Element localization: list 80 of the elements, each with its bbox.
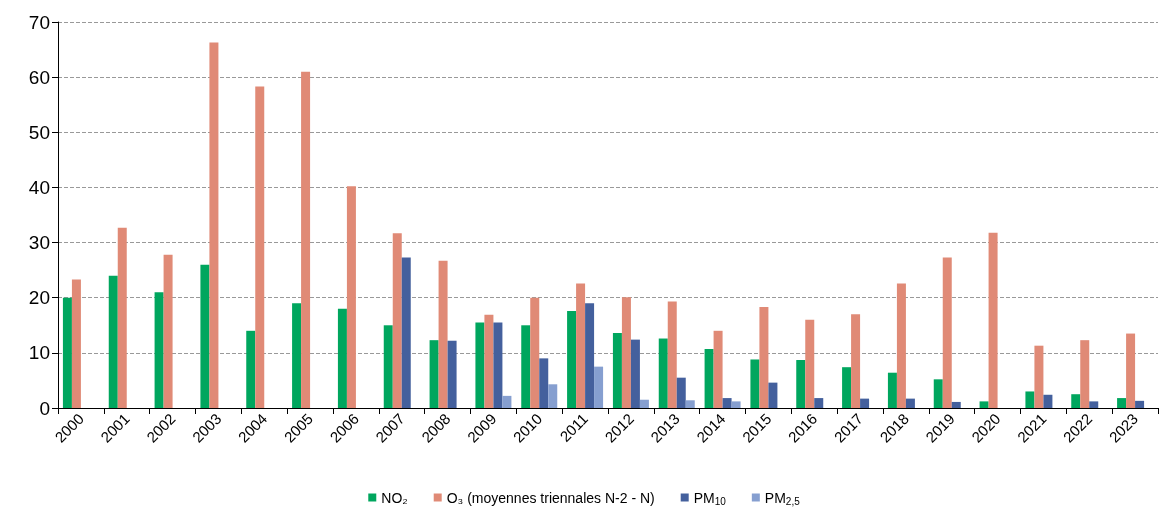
bar	[851, 314, 861, 408]
bar	[887, 372, 897, 408]
bar	[1126, 333, 1136, 408]
bar	[530, 297, 540, 408]
bar	[713, 330, 723, 408]
bar	[905, 398, 915, 408]
bar	[438, 260, 448, 408]
bar	[594, 366, 604, 408]
bar	[154, 292, 164, 408]
bar	[951, 401, 961, 408]
bar	[383, 325, 393, 408]
bar	[585, 303, 595, 408]
bar	[71, 279, 81, 408]
bar	[346, 186, 356, 408]
bar	[246, 330, 256, 408]
bar	[667, 301, 677, 408]
bar	[1117, 398, 1127, 408]
y-tick-label: 40	[28, 176, 50, 198]
bar	[1071, 394, 1081, 408]
y-tick-label: 20	[28, 287, 50, 309]
bar	[796, 360, 806, 408]
bar	[1025, 391, 1035, 408]
bar	[658, 338, 668, 408]
y-tick-label: 10	[28, 342, 50, 364]
bar	[392, 233, 402, 408]
bar	[1034, 345, 1044, 408]
bar	[292, 303, 302, 408]
bar	[676, 377, 686, 408]
bar	[685, 400, 695, 408]
bar	[1089, 401, 1099, 408]
bar	[1043, 394, 1053, 408]
bar	[722, 398, 732, 408]
bar	[814, 398, 824, 408]
bar	[117, 227, 127, 408]
y-tick-label: 0	[39, 397, 50, 419]
bar	[979, 401, 989, 408]
bar	[493, 322, 503, 408]
bar	[447, 340, 457, 408]
bar	[521, 325, 531, 408]
bar	[933, 379, 943, 408]
bar	[750, 359, 760, 408]
bar	[860, 398, 870, 408]
legend-label: NO₂	[381, 489, 408, 506]
bar	[612, 333, 622, 408]
bar	[988, 232, 998, 408]
bar	[639, 399, 649, 408]
bar	[704, 349, 714, 408]
bar	[401, 257, 411, 408]
bar	[163, 254, 173, 408]
bar	[475, 322, 485, 408]
bar	[209, 42, 219, 408]
bar	[896, 283, 906, 408]
bar	[62, 297, 72, 408]
bar	[621, 297, 631, 408]
bar	[301, 71, 311, 408]
bar	[567, 310, 577, 408]
bar	[539, 358, 549, 408]
bar	[429, 340, 439, 408]
bar	[255, 86, 265, 408]
bar	[1135, 400, 1145, 408]
bar	[484, 314, 494, 408]
legend-label: O₃ (moyennes triennales N-2 - N)	[446, 489, 655, 506]
bar	[502, 395, 512, 408]
y-tick-label: 70	[28, 11, 50, 33]
y-tick-label: 30	[28, 232, 50, 254]
bar	[200, 264, 210, 408]
bar	[805, 319, 815, 408]
bar	[548, 384, 558, 408]
bar	[1080, 340, 1090, 408]
bar	[942, 257, 952, 408]
y-tick-label: 60	[28, 66, 50, 88]
bar	[842, 367, 852, 408]
bar	[768, 382, 778, 408]
bar	[576, 283, 586, 408]
y-tick-label: 50	[28, 121, 50, 143]
bar	[337, 308, 347, 408]
bar	[630, 339, 640, 408]
bar	[759, 307, 769, 408]
bar	[731, 401, 741, 408]
bar	[108, 275, 118, 408]
